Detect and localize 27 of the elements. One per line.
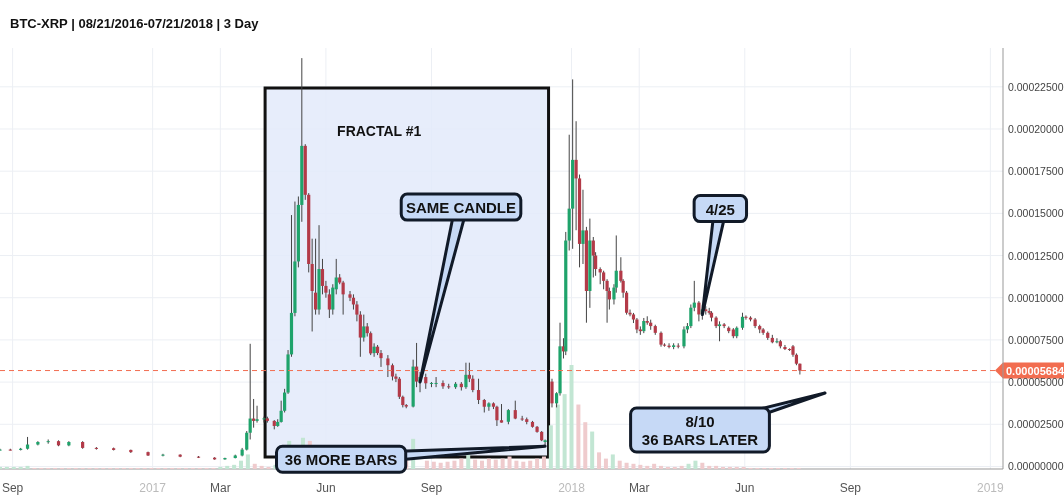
ref-line-label: 0.00005684 (1006, 364, 1064, 377)
y-tick-label: 0.00005000 (1008, 376, 1064, 389)
y-tick-label: 0.00012500 (1008, 249, 1064, 262)
x-tick-label: 2017 (139, 481, 167, 495)
y-tick-label: 0.00022500 (1008, 80, 1064, 93)
chart-title: BTC-XRP | 08/21/2016-07/21/2018 | 3 Day (10, 16, 260, 31)
band-label: FRACTAL #1 (337, 123, 422, 139)
y-tick-label: 0.00010000 (1008, 291, 1064, 304)
y-tick-label: 0.00007500 (1008, 333, 1064, 346)
annotation: SAME CANDLE (406, 199, 517, 217)
y-tick-label: 0.00002500 (1008, 418, 1064, 431)
annotation: 8/10 36 BARS LATER (641, 413, 759, 448)
x-tick-label: 2019 (977, 481, 1005, 495)
x-tick-label: Jun (316, 481, 336, 495)
y-tick-label: 0.00015000 (1008, 207, 1064, 220)
x-tick-label: Sep (1, 481, 24, 495)
y-tick-label: 0.00017500 (1008, 165, 1064, 178)
x-tick-label: 2018 (558, 481, 586, 495)
x-tick-label: Mar (210, 481, 231, 495)
y-tick-label: 0.00000000 (1008, 460, 1064, 473)
y-tick-label: 0.00020000 (1008, 122, 1064, 135)
annotation: 36 MORE BARS (284, 451, 398, 469)
x-tick-label: Jun (735, 481, 755, 495)
annotation: 4/25 (705, 200, 735, 218)
x-tick-label: Mar (628, 481, 650, 495)
x-tick-label: Sep (839, 481, 862, 495)
x-tick-label: Sep (420, 481, 443, 495)
